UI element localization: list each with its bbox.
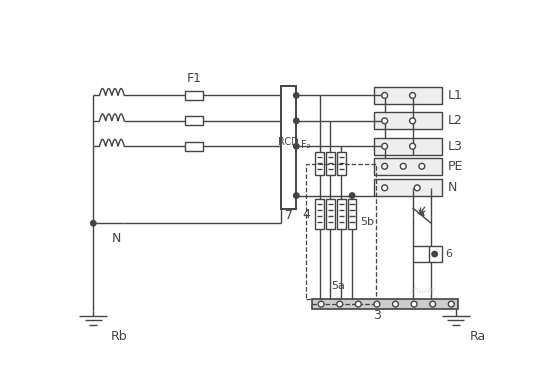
Circle shape xyxy=(349,193,355,198)
Circle shape xyxy=(382,185,388,191)
Bar xyxy=(337,199,346,229)
Circle shape xyxy=(393,301,399,307)
Circle shape xyxy=(374,301,380,307)
Text: L1: L1 xyxy=(447,89,463,102)
Text: PE: PE xyxy=(447,160,463,173)
Circle shape xyxy=(293,93,299,98)
Circle shape xyxy=(293,143,299,149)
Bar xyxy=(306,164,376,299)
Circle shape xyxy=(414,185,420,191)
Circle shape xyxy=(382,163,388,169)
Text: L3: L3 xyxy=(447,140,463,153)
Text: N: N xyxy=(112,233,121,246)
Bar xyxy=(374,158,442,175)
Circle shape xyxy=(293,118,299,124)
Circle shape xyxy=(430,301,436,307)
Text: 5b: 5b xyxy=(360,217,374,227)
Bar xyxy=(374,179,442,196)
Bar xyxy=(326,152,335,175)
Circle shape xyxy=(337,301,343,307)
Bar xyxy=(315,152,324,175)
Bar xyxy=(337,152,346,175)
Bar xyxy=(312,299,458,310)
Text: Ra: Ra xyxy=(470,330,486,343)
Text: F₂: F₂ xyxy=(301,140,310,150)
Bar xyxy=(185,116,203,126)
Circle shape xyxy=(293,193,299,198)
Bar xyxy=(185,91,203,100)
Circle shape xyxy=(411,301,417,307)
Circle shape xyxy=(409,143,416,149)
Circle shape xyxy=(449,301,454,307)
Bar xyxy=(374,87,442,104)
Text: N: N xyxy=(447,181,457,194)
Circle shape xyxy=(382,93,388,99)
Text: 5a: 5a xyxy=(331,281,345,291)
Text: 4: 4 xyxy=(302,208,310,221)
Text: 6: 6 xyxy=(445,249,452,259)
Circle shape xyxy=(419,163,425,169)
Bar xyxy=(348,199,356,229)
Text: Rb: Rb xyxy=(110,330,127,343)
Circle shape xyxy=(432,251,437,257)
Text: 7: 7 xyxy=(284,209,292,222)
Circle shape xyxy=(356,301,361,307)
Circle shape xyxy=(91,221,96,226)
Circle shape xyxy=(409,118,416,124)
Circle shape xyxy=(409,93,416,99)
Bar xyxy=(374,138,442,155)
Text: RCD: RCD xyxy=(278,136,299,147)
Bar xyxy=(281,86,296,210)
Bar xyxy=(315,199,324,229)
Text: F1: F1 xyxy=(186,72,202,84)
Text: L2: L2 xyxy=(447,114,463,127)
Bar xyxy=(185,142,203,151)
Circle shape xyxy=(400,163,406,169)
Bar xyxy=(413,246,442,262)
Bar xyxy=(374,112,442,129)
Text: zhuму: zhuму xyxy=(409,285,436,294)
Text: 3: 3 xyxy=(374,309,381,322)
Circle shape xyxy=(382,143,388,149)
Circle shape xyxy=(382,118,388,124)
Circle shape xyxy=(318,301,324,307)
Bar xyxy=(326,199,335,229)
